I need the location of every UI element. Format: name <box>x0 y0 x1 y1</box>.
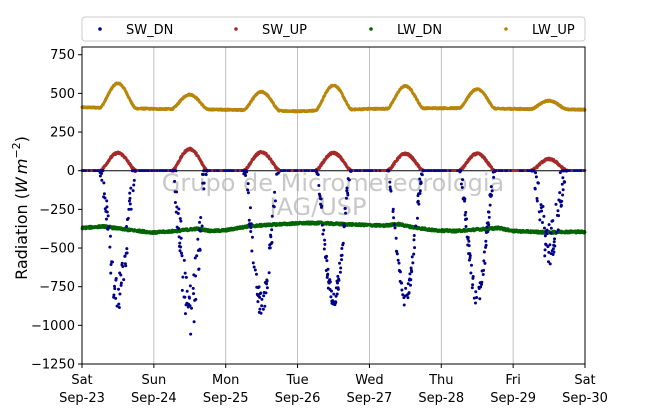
sw-up-point <box>195 151 198 155</box>
data-points <box>80 81 587 336</box>
grid-lines <box>153 47 514 364</box>
watermark-line-2: IAG/USP <box>269 193 366 221</box>
watermark-line-1: Grupo de Micrometeorologia <box>162 169 504 197</box>
watermark: Grupo de Micrometeorologia IAG/USP <box>162 169 504 221</box>
sw-up-point <box>393 162 396 166</box>
